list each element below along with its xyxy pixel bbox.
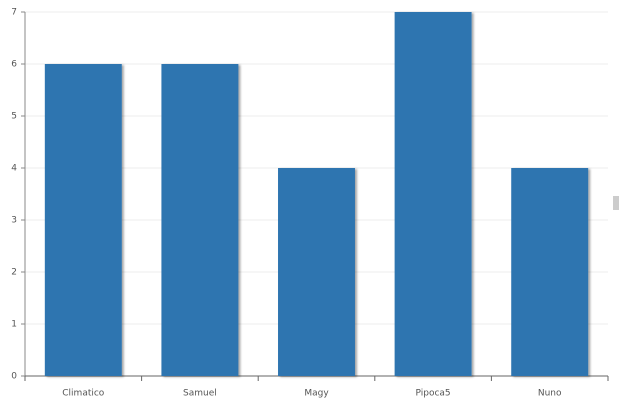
y-tick-label: 3 bbox=[11, 216, 17, 226]
bar bbox=[511, 168, 589, 376]
y-tick-label: 7 bbox=[11, 8, 17, 18]
y-tick-label: 0 bbox=[11, 372, 17, 382]
x-tick-label: Pipoca5 bbox=[416, 389, 451, 399]
bar bbox=[161, 64, 239, 376]
y-tick-label: 6 bbox=[11, 60, 17, 70]
bar bbox=[278, 168, 355, 376]
x-tick-label: Magy bbox=[304, 389, 329, 399]
y-tick-label: 1 bbox=[11, 320, 17, 330]
bar bbox=[44, 64, 122, 376]
bar bbox=[394, 12, 472, 376]
x-tick-label: Samuel bbox=[183, 389, 217, 399]
resize-handle[interactable] bbox=[613, 196, 619, 210]
y-tick-label: 5 bbox=[11, 112, 17, 122]
y-tick-label: 4 bbox=[11, 164, 17, 174]
x-tick-label: Climatico bbox=[62, 389, 105, 399]
x-tick-label: Nuno bbox=[538, 389, 562, 399]
y-tick-label: 2 bbox=[11, 268, 17, 278]
